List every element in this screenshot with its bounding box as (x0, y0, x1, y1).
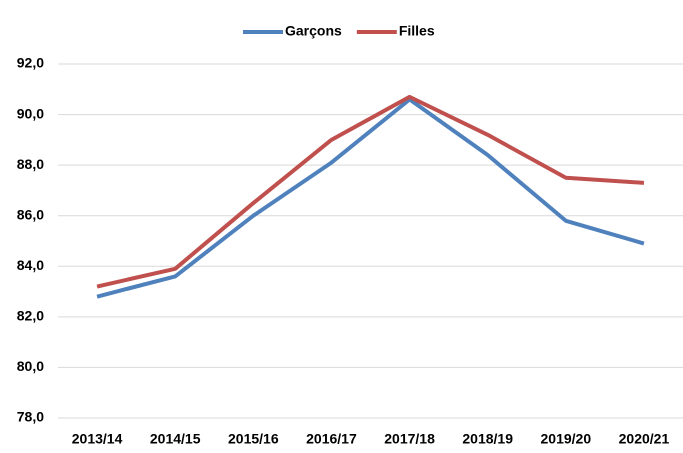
y-tick-label: 90,0 (17, 105, 44, 121)
y-tick-label: 88,0 (17, 156, 44, 172)
y-tick-label: 86,0 (17, 206, 44, 222)
x-tick-label: 2017/18 (384, 431, 435, 447)
series-line (96, 94, 645, 289)
legend-label: Garçons (285, 23, 342, 39)
legend-label: Filles (399, 23, 435, 39)
y-tick-label: 82,0 (17, 308, 44, 324)
y-tick-label: 92,0 (17, 55, 44, 71)
x-tick-label: 2020/21 (619, 431, 670, 447)
x-tick-label: 2015/16 (228, 431, 279, 447)
series-line (96, 97, 645, 299)
x-tick-label: 2016/17 (306, 431, 357, 447)
x-tick-label: 2014/15 (150, 431, 201, 447)
y-tick-label: 84,0 (17, 257, 44, 273)
x-tick-label: 2013/14 (72, 431, 123, 447)
y-tick-label: 80,0 (17, 358, 44, 374)
x-tick-label: 2018/19 (462, 431, 513, 447)
y-tick-label: 78,0 (17, 409, 44, 425)
x-tick-label: 2019/20 (541, 431, 592, 447)
